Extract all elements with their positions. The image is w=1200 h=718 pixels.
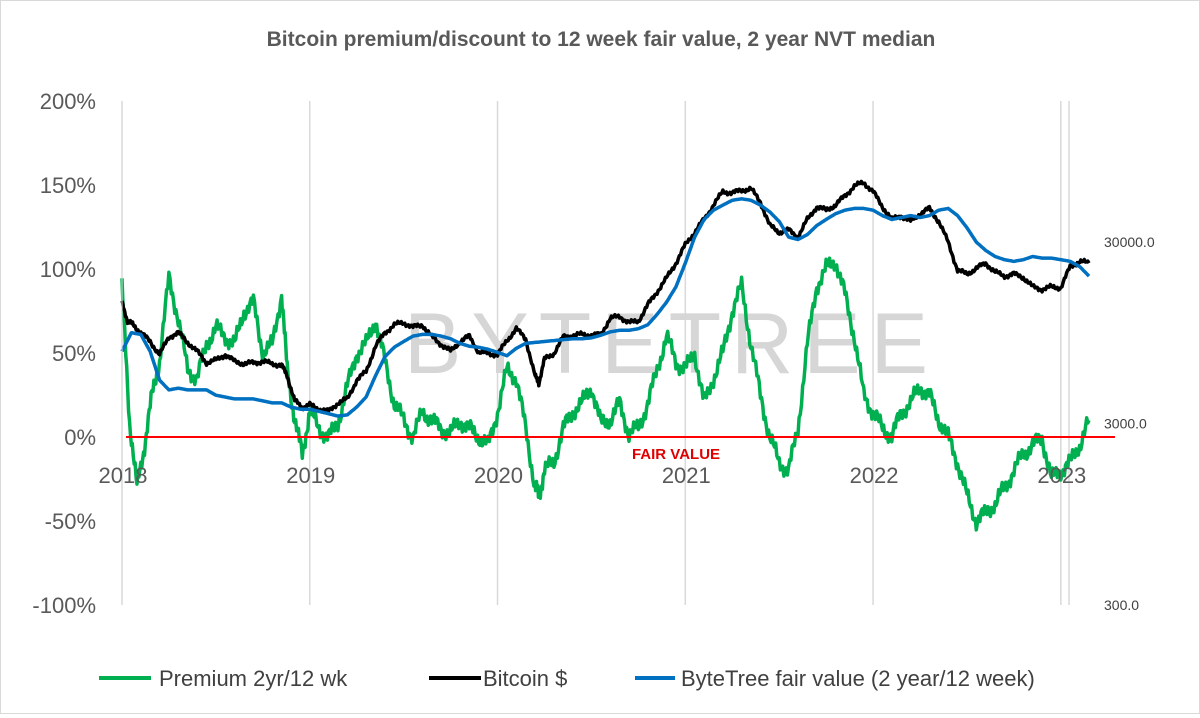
x-tick-label: 2021 xyxy=(662,463,711,488)
left-tick-label: 0% xyxy=(64,425,96,450)
series-layer xyxy=(120,179,1091,532)
premium-series-line xyxy=(120,256,1091,532)
right-tick-label: 300.0 xyxy=(1104,597,1139,613)
legend: Premium 2yr/12 wk Bitcoin $ ByteTree fair … xyxy=(99,666,1035,691)
left-tick-label: -50% xyxy=(45,509,96,534)
x-tick-label: 2020 xyxy=(474,463,523,488)
fair-value-reference: FAIR VALUE xyxy=(126,436,1115,463)
x-tick-label: 2023 xyxy=(1037,463,1086,488)
legend-label: Premium 2yr/12 wk xyxy=(159,666,348,691)
left-tick-label: -100% xyxy=(32,593,96,618)
left-tick-label: 150% xyxy=(40,173,96,198)
legend-label: Bitcoin $ xyxy=(483,666,567,691)
fair-value-label: FAIR VALUE xyxy=(632,446,720,463)
left-tick-label: 50% xyxy=(52,341,96,366)
right-tick-label: 3000.0 xyxy=(1104,416,1147,432)
left-tick-label: 200% xyxy=(40,89,96,114)
chart-title: Bitcoin premium/discount to 12 week fair… xyxy=(267,28,936,51)
right-axis-ticks: 30000.0 3000.0 300.0 xyxy=(1104,234,1155,613)
fair-value-series-line xyxy=(120,197,1091,418)
x-axis-ticks: 2018 2019 2020 2021 2022 2023 xyxy=(99,463,1087,488)
right-tick-label: 30000.0 xyxy=(1104,234,1155,250)
x-tick-label: 2022 xyxy=(850,463,899,488)
x-tick-label: 2018 xyxy=(99,463,148,488)
legend-label: ByteTree fair value (2 year/12 week) xyxy=(681,666,1035,691)
left-tick-label: 100% xyxy=(40,257,96,282)
bitcoin-price-series-line xyxy=(120,179,1091,414)
x-tick-label: 2019 xyxy=(286,463,335,488)
left-axis-ticks: 200% 150% 100% 50% 0% -50% -100% xyxy=(32,89,96,618)
